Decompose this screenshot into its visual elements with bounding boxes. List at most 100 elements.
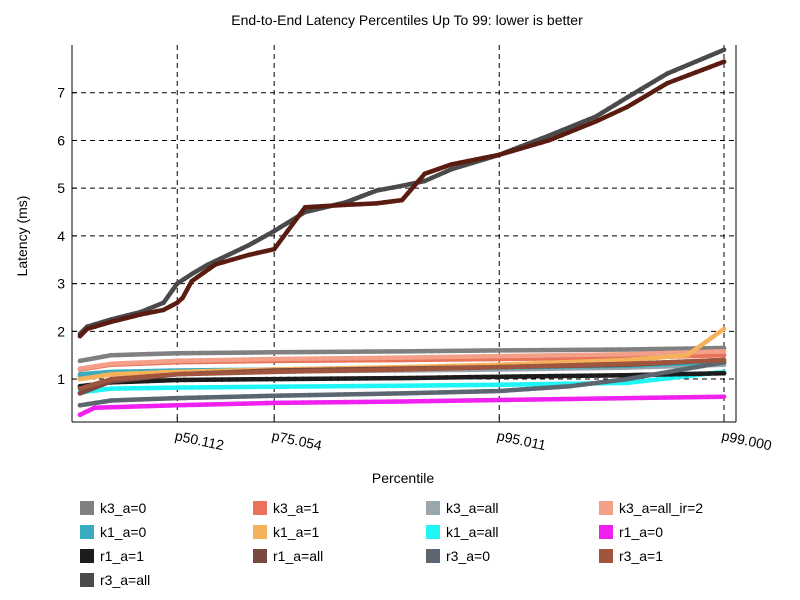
series-point xyxy=(237,255,243,260)
series-point xyxy=(116,352,121,358)
series-point xyxy=(182,276,187,282)
series-point xyxy=(662,376,667,381)
series-point xyxy=(130,397,136,403)
series-point xyxy=(407,349,412,354)
series-point xyxy=(85,401,91,407)
series-point xyxy=(385,375,391,381)
series-point xyxy=(610,347,616,352)
series-point xyxy=(582,362,587,368)
series-point xyxy=(714,345,719,351)
series-point xyxy=(364,367,369,373)
series-point xyxy=(593,119,599,124)
legend-label: r1_a=1 xyxy=(100,548,144,564)
series-point xyxy=(152,378,158,384)
series-point xyxy=(116,371,121,377)
series-point xyxy=(518,397,523,403)
series-point xyxy=(123,315,128,321)
series-point xyxy=(444,375,450,380)
series-point xyxy=(399,383,405,389)
series-point xyxy=(392,399,398,404)
y-tick-label: 1 xyxy=(57,371,65,387)
series-point xyxy=(482,365,487,370)
series-point xyxy=(525,386,530,392)
series-point xyxy=(437,383,442,388)
series-point xyxy=(286,376,291,382)
series-point xyxy=(706,353,712,358)
series-point xyxy=(271,350,277,355)
series-point xyxy=(342,355,348,361)
series-point xyxy=(456,164,461,170)
series-point xyxy=(284,221,289,226)
series-point xyxy=(204,350,210,356)
series-point xyxy=(108,376,114,382)
series-point xyxy=(677,353,683,359)
series-point xyxy=(242,350,247,355)
series-point xyxy=(234,370,240,376)
series-point xyxy=(459,374,465,380)
series-point xyxy=(264,356,270,362)
series-point xyxy=(603,373,609,378)
series-point xyxy=(138,397,143,402)
series-point xyxy=(575,347,580,353)
series-point xyxy=(553,373,559,379)
series-point xyxy=(532,374,537,379)
series-point xyxy=(518,146,523,151)
series-point xyxy=(449,162,455,167)
series-point xyxy=(335,356,341,361)
series-point xyxy=(145,396,151,402)
series-point xyxy=(504,150,509,155)
series-point xyxy=(167,358,173,364)
series-point xyxy=(654,395,660,401)
series-point xyxy=(444,348,450,354)
series-point xyxy=(582,382,587,387)
series-point xyxy=(489,397,495,403)
series-point xyxy=(293,356,298,362)
series-point xyxy=(328,400,334,405)
series-point xyxy=(416,178,422,183)
series-point xyxy=(459,365,465,371)
series-point xyxy=(414,355,420,360)
series-point xyxy=(414,383,420,388)
series-point xyxy=(721,357,727,363)
series-point xyxy=(467,348,472,354)
series-point xyxy=(474,348,480,353)
series-point xyxy=(504,348,509,353)
series-point xyxy=(422,354,427,360)
series-point xyxy=(153,303,159,309)
series-point xyxy=(700,67,705,73)
y-tick-label: 2 xyxy=(57,323,65,339)
series-point xyxy=(271,393,277,399)
series-point xyxy=(532,142,537,147)
legend-swatch xyxy=(80,549,94,563)
legend-label: r3_a=all xyxy=(100,572,151,588)
series-point xyxy=(596,362,601,367)
series-point xyxy=(449,166,455,172)
series-point xyxy=(511,382,516,387)
legend-item-k3_a=all_ir=2: k3_a=all_ir=2 xyxy=(599,498,703,518)
series-point xyxy=(422,366,427,372)
series-point xyxy=(335,349,341,355)
series-point xyxy=(364,399,369,405)
legend-item-k3_a=0: k3_a=0 xyxy=(80,498,146,518)
series-point xyxy=(278,225,283,230)
series-point xyxy=(422,171,428,177)
series-point xyxy=(264,393,270,399)
series-point xyxy=(93,363,98,369)
series-point xyxy=(85,357,91,362)
series-point xyxy=(437,398,442,404)
series-point xyxy=(300,349,305,355)
series-point xyxy=(511,374,516,379)
series-point xyxy=(617,108,622,113)
series-point xyxy=(189,350,195,356)
series-point xyxy=(137,404,142,409)
series-point xyxy=(532,347,537,353)
series-point xyxy=(374,201,379,206)
series-point xyxy=(706,346,712,351)
series-point xyxy=(160,396,165,402)
series-point xyxy=(639,351,645,357)
legend-swatch xyxy=(80,573,94,587)
series-point xyxy=(182,377,187,383)
series-point xyxy=(405,191,411,196)
series-point xyxy=(279,376,284,382)
series-point xyxy=(293,376,298,382)
